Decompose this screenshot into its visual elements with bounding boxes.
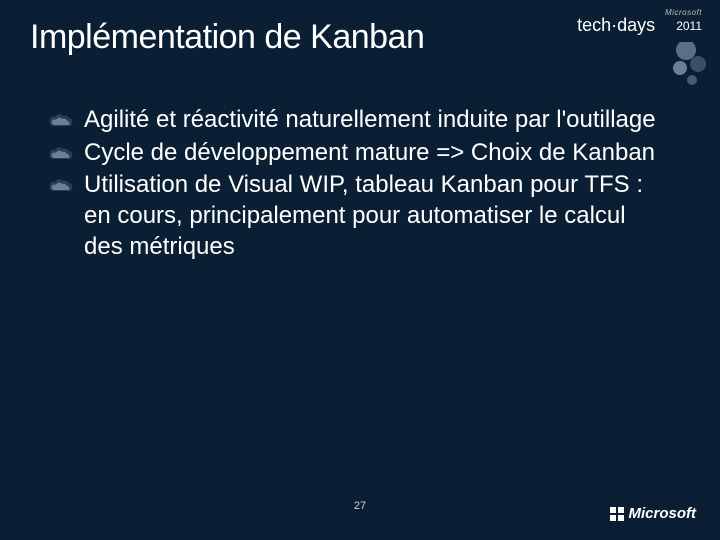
slide: Microsoft tech·days 2011 Implémentation … [0,0,720,540]
microsoft-logo: Microsoft [609,505,697,522]
bullet-text: Cycle de développement mature => Choix d… [84,138,655,169]
event-name: tech·days 2011 [577,15,702,35]
event-year: 2011 [676,19,702,33]
cloud-bullet-icon [48,146,74,160]
bullet-text: Agilité et réactivité naturellement indu… [84,105,656,136]
cloud-bullet-icon [48,178,74,192]
bullet-item: Agilité et réactivité naturellement indu… [40,105,670,136]
event-logo: Microsoft tech·days 2011 [577,8,702,36]
event-name-part2: ·days [611,15,655,35]
decorative-dots [636,42,706,92]
microsoft-flag-icon [609,506,625,522]
page-number: 27 [354,500,366,512]
microsoft-logo-text: Microsoft [629,505,697,522]
slide-body: Agilité et réactivité naturellement indu… [30,105,690,263]
cloud-bullet-icon [48,113,74,127]
bullet-item: Cycle de développement mature => Choix d… [40,138,670,169]
bullet-item: Utilisation de Visual WIP, tableau Kanba… [40,170,670,262]
bullet-text: Utilisation de Visual WIP, tableau Kanba… [84,170,670,262]
event-name-part1: tech [577,15,611,35]
